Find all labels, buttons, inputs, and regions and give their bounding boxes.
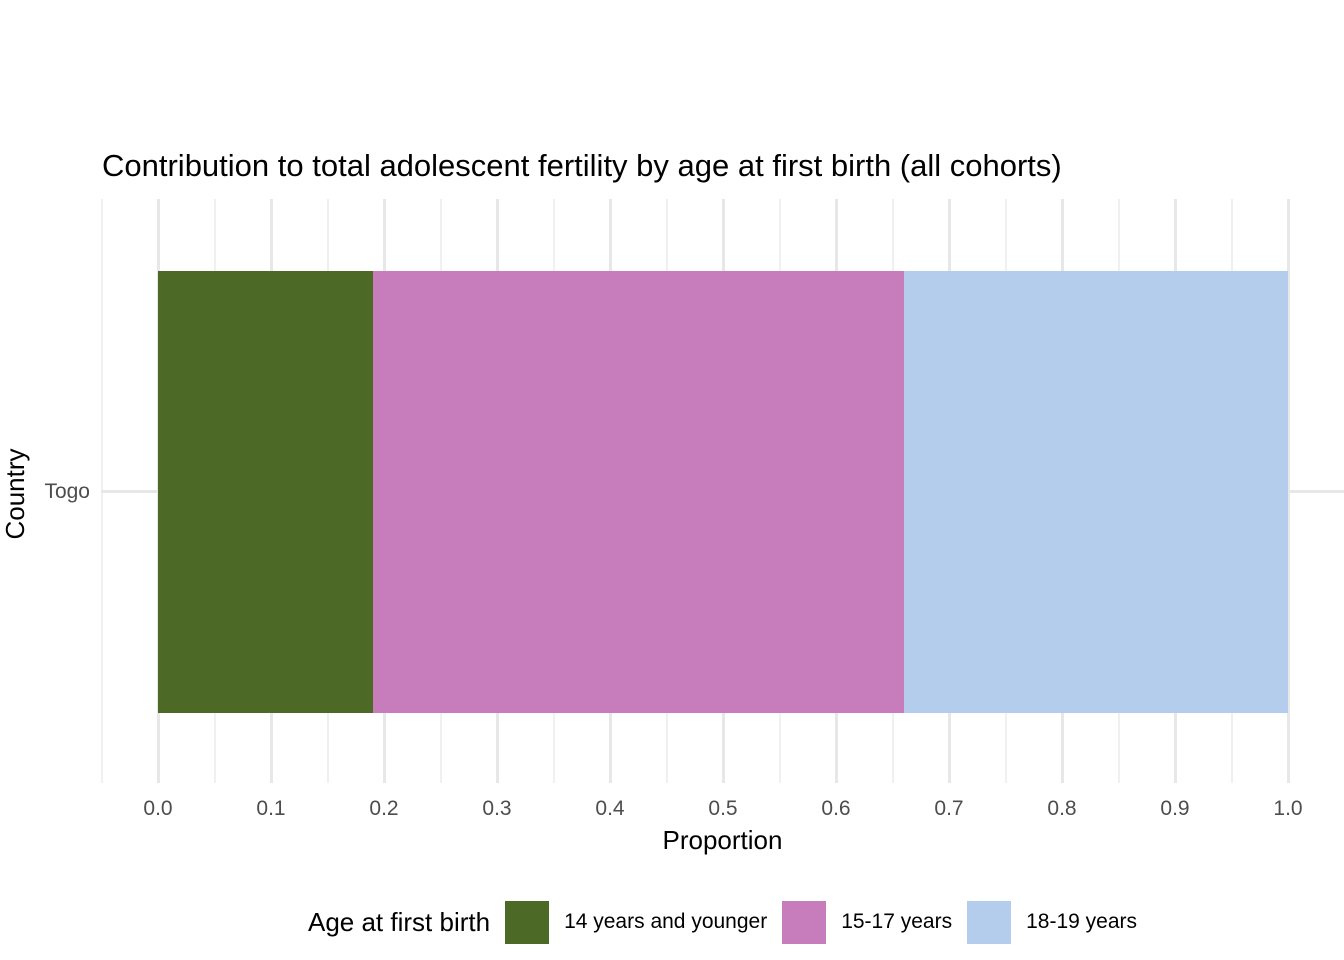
legend-swatch (505, 900, 550, 944)
legend-label: 15-17 years (841, 910, 953, 933)
legend-title: Age at first birth (307, 906, 491, 937)
chart-title: Contribution to total adolescent fertili… (102, 148, 1062, 183)
legend-item-15-17-years: 15-17 years (782, 900, 953, 944)
x-axis-title: Proportion (662, 825, 783, 855)
plot-panel (101, 199, 1344, 783)
bar-segment-18-19-years (903, 271, 1288, 713)
x-tick-label-0.7: 0.7 (934, 797, 964, 820)
x-tick-label-0.8: 0.8 (1047, 797, 1077, 820)
legend-swatch (967, 900, 1012, 944)
stacked-bar-togo (158, 271, 1288, 713)
x-tick-label-0.3: 0.3 (482, 797, 512, 820)
x-tick-label-1.0: 1.0 (1273, 797, 1303, 820)
x-tick-label-0.1: 0.1 (256, 797, 286, 820)
x-tick-label-0.9: 0.9 (1160, 797, 1190, 820)
legend-label: 18-19 years (1026, 910, 1138, 933)
legend-label: 14 years and younger (564, 910, 768, 933)
bar-segment-14-years-and-younger (158, 271, 373, 713)
legend-item-14-years-and-younger: 14 years and younger (505, 900, 768, 944)
legend-item-18-19-years: 18-19 years (967, 900, 1138, 944)
x-tick-label-0.2: 0.2 (369, 797, 399, 820)
x-tick-label-0.5: 0.5 (708, 797, 738, 820)
legend: Age at first birth 14 years and younger 1… (101, 893, 1344, 951)
legend-swatch (782, 900, 827, 944)
y-tick-label-togo: Togo (44, 480, 90, 503)
x-tick-label-0.6: 0.6 (821, 797, 851, 820)
x-tick-label-0.4: 0.4 (595, 797, 625, 820)
bar-segment-15-17-years (372, 271, 904, 713)
x-tick-label-0.0: 0.0 (143, 797, 173, 820)
